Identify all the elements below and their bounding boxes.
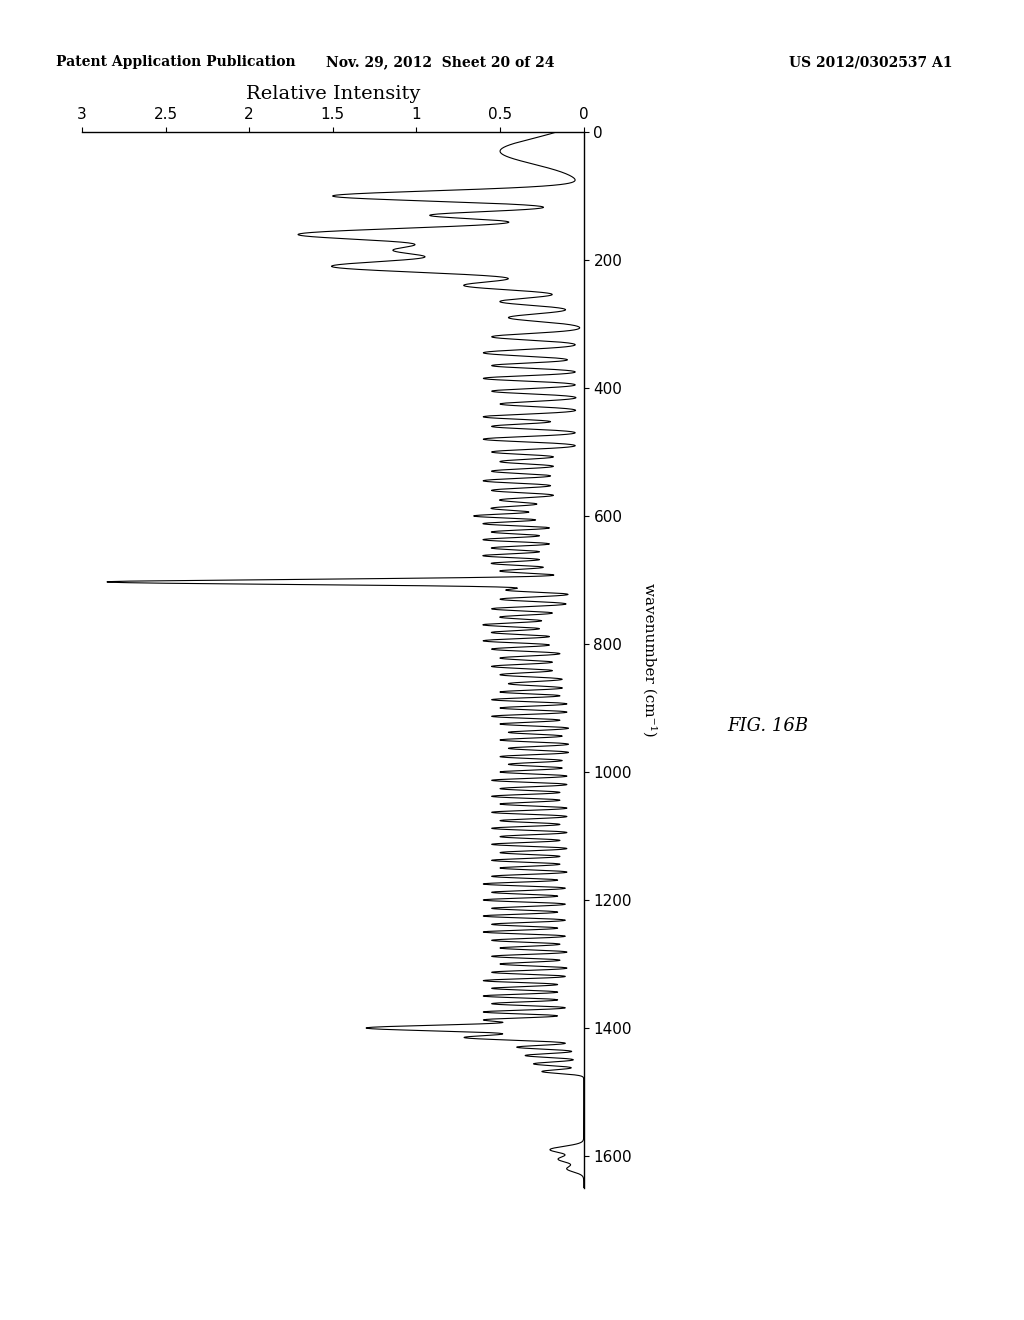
Text: US 2012/0302537 A1: US 2012/0302537 A1 bbox=[788, 55, 952, 70]
X-axis label: Relative Intensity: Relative Intensity bbox=[246, 84, 420, 103]
Text: Nov. 29, 2012  Sheet 20 of 24: Nov. 29, 2012 Sheet 20 of 24 bbox=[326, 55, 555, 70]
Y-axis label: wavenumber (cm⁻¹): wavenumber (cm⁻¹) bbox=[643, 583, 657, 737]
Text: Patent Application Publication: Patent Application Publication bbox=[56, 55, 296, 70]
Text: FIG. 16B: FIG. 16B bbox=[727, 717, 809, 735]
